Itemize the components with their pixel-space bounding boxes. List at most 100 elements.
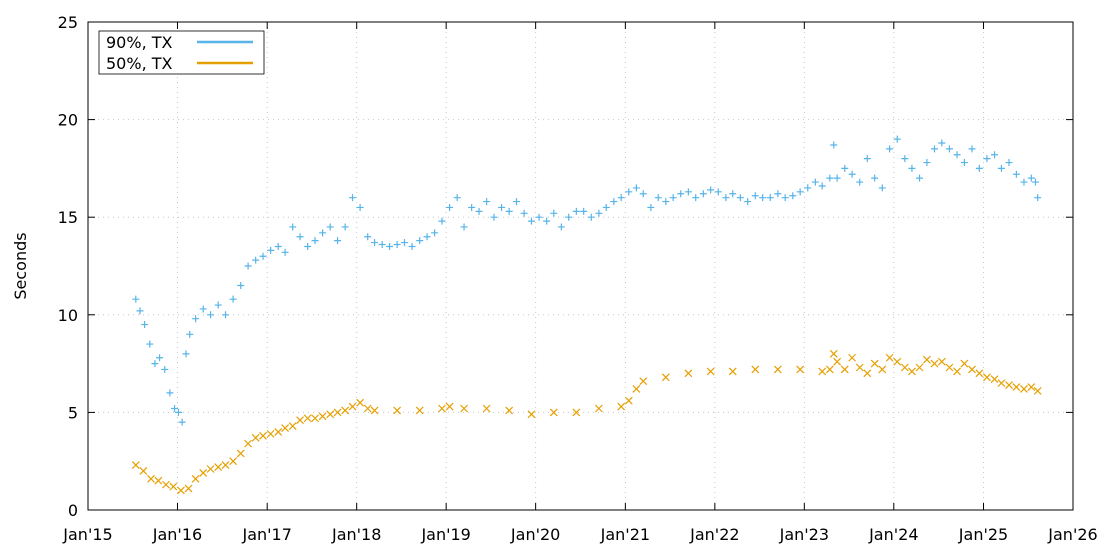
data-point xyxy=(572,207,580,215)
data-point xyxy=(222,311,230,319)
data-point xyxy=(199,305,207,313)
data-point xyxy=(848,353,857,362)
data-point xyxy=(460,404,468,413)
data-point xyxy=(363,404,372,413)
data-point xyxy=(251,433,260,442)
data-point xyxy=(482,404,491,413)
data-point xyxy=(349,194,357,202)
data-point xyxy=(386,242,394,250)
data-point xyxy=(751,192,759,200)
data-point xyxy=(677,190,685,198)
marks-layer xyxy=(131,135,1042,495)
data-point xyxy=(841,164,849,172)
data-point xyxy=(214,463,223,471)
data-point xyxy=(781,194,789,202)
data-point xyxy=(960,159,968,167)
data-point xyxy=(796,365,805,374)
series-0 xyxy=(132,135,1042,426)
data-point xyxy=(131,461,140,470)
data-point xyxy=(968,145,976,153)
data-point xyxy=(863,155,871,163)
data-point xyxy=(580,207,588,215)
data-point xyxy=(878,365,887,374)
data-point xyxy=(1020,178,1028,186)
data-point xyxy=(991,151,999,159)
x-tick-label: Jan'24 xyxy=(868,525,918,544)
data-point xyxy=(513,198,521,206)
data-point xyxy=(654,194,662,202)
data-point xyxy=(1012,383,1021,391)
data-point xyxy=(318,412,327,421)
data-point xyxy=(960,359,969,368)
x-tick-label: Jan'23 xyxy=(779,525,829,544)
x-tick-label: Jan'20 xyxy=(510,525,560,544)
data-point xyxy=(830,141,838,149)
data-point xyxy=(707,186,715,194)
data-point xyxy=(937,357,946,366)
data-point xyxy=(945,145,953,153)
data-point xyxy=(632,184,640,192)
data-point xyxy=(319,229,327,237)
data-point xyxy=(334,237,342,245)
data-point xyxy=(706,367,715,376)
data-point xyxy=(527,410,536,419)
grid-layer xyxy=(88,22,1073,510)
data-point xyxy=(490,213,498,221)
data-point xyxy=(983,373,991,382)
data-point xyxy=(156,354,164,362)
data-point xyxy=(587,213,595,221)
y-tick-label: 0 xyxy=(68,501,78,520)
data-point xyxy=(610,198,618,206)
data-point xyxy=(146,340,154,348)
data-point xyxy=(311,237,319,245)
data-point xyxy=(916,174,924,182)
data-point xyxy=(736,194,744,202)
plot-frame xyxy=(87,21,1074,511)
data-point xyxy=(856,178,864,186)
data-point xyxy=(288,422,297,430)
data-point xyxy=(639,190,647,198)
data-point xyxy=(445,402,454,411)
data-point xyxy=(804,184,812,192)
data-point xyxy=(333,408,342,417)
data-point xyxy=(930,359,939,368)
legend-label-series-1: 50%, TX xyxy=(106,54,173,73)
data-point xyxy=(639,377,648,386)
data-point xyxy=(415,406,424,415)
data-point xyxy=(169,482,178,491)
data-point xyxy=(192,315,200,323)
data-point xyxy=(848,170,856,178)
data-point xyxy=(983,155,991,163)
data-point xyxy=(632,385,641,393)
data-point xyxy=(289,223,297,231)
data-point xyxy=(893,357,902,366)
data-point xyxy=(549,408,558,417)
legend: 90%, TX 50%, TX xyxy=(98,30,265,75)
y-tick-label: 10 xyxy=(58,306,78,325)
data-point xyxy=(953,367,961,376)
data-point xyxy=(229,457,238,466)
data-point xyxy=(945,363,954,372)
data-point xyxy=(871,174,879,182)
data-point xyxy=(356,398,365,407)
data-point xyxy=(236,449,245,458)
data-point xyxy=(684,369,693,378)
data-point xyxy=(154,476,163,485)
data-point xyxy=(186,330,194,338)
data-point xyxy=(901,155,909,163)
data-point xyxy=(259,431,267,440)
data-point xyxy=(744,198,752,206)
data-point xyxy=(1034,194,1042,202)
data-point xyxy=(161,365,169,373)
data-point xyxy=(565,213,573,221)
x-tick-label: Jan'16 xyxy=(152,525,202,544)
data-point xyxy=(870,359,879,368)
data-point xyxy=(811,178,819,186)
data-point xyxy=(141,321,149,329)
data-point xyxy=(1033,387,1042,395)
data-point xyxy=(191,474,200,483)
data-point xyxy=(728,367,737,376)
data-point xyxy=(151,360,159,368)
data-point xyxy=(915,363,924,372)
